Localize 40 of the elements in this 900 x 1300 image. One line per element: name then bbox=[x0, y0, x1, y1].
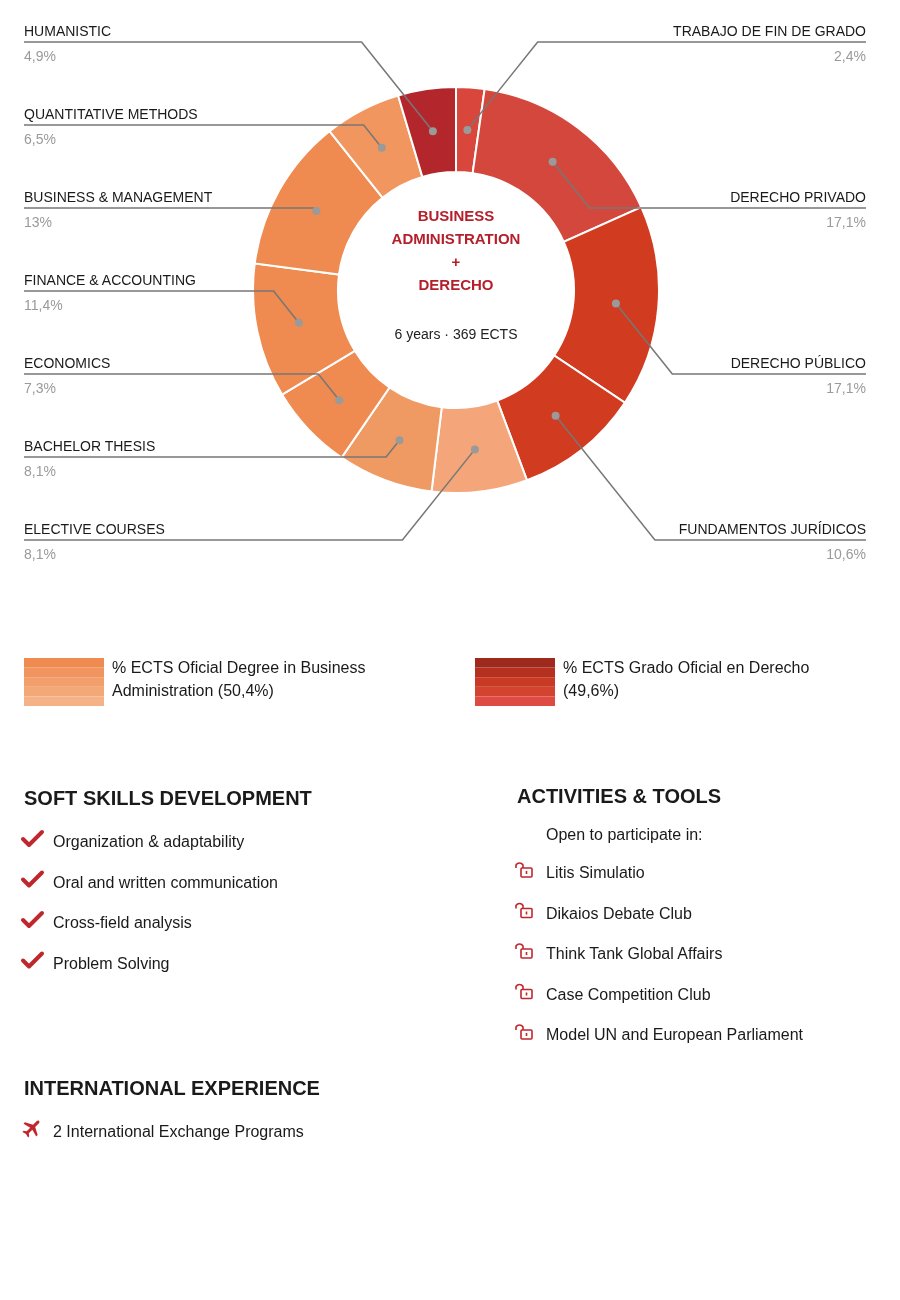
slice-label: FINANCE & ACCOUNTING bbox=[24, 272, 196, 288]
slice-label: HUMANISTIC bbox=[24, 23, 112, 39]
data-label: 17,1% bbox=[826, 214, 866, 230]
text: Model UN and European Parliament bbox=[546, 1026, 804, 1043]
slice-label: DERECHO PÚBLICO bbox=[730, 355, 867, 371]
text: Litis Simulatio bbox=[546, 864, 645, 881]
text: Problem Solving bbox=[53, 954, 170, 972]
data-label: 11,4% bbox=[24, 297, 63, 313]
slice-label: BUSINESS & MANAGEMENT bbox=[24, 189, 213, 205]
text: % ECTS Grado Oficial en Derecho (49,6%) bbox=[563, 659, 810, 699]
text: INTERNATIONAL EXPERIENCE bbox=[24, 1077, 320, 1099]
slice-label: BACHELOR THESIS bbox=[24, 438, 156, 454]
data-label: 2,4% bbox=[834, 48, 866, 64]
data-label: 6,5% bbox=[24, 131, 56, 147]
text: % ECTS Oficial Degree in Business Administration (50,4%) bbox=[112, 659, 366, 699]
data-label: 13% bbox=[24, 214, 53, 230]
slice-label: ECONOMICS bbox=[24, 355, 111, 371]
slice-label: QUANTITATIVE METHODS bbox=[24, 106, 198, 122]
text: Dikaios Debate Club bbox=[546, 904, 692, 922]
data-label: 8,1% bbox=[24, 546, 56, 562]
text: BUSINESS ADMINISTRATION + DERECHO bbox=[391, 207, 521, 293]
slice-label: DERECHO PRIVADO bbox=[730, 189, 867, 205]
text: 6 years · 369 ECTS bbox=[394, 326, 518, 342]
slice-label: TRABAJO DE FIN DE GRADO bbox=[673, 23, 867, 39]
data-label: 4,9% bbox=[24, 48, 56, 64]
text: Open to participate in: bbox=[546, 826, 703, 843]
text: ACTIVITIES & TOOLS bbox=[517, 785, 722, 807]
slice-label: ELECTIVE COURSES bbox=[24, 521, 165, 537]
data-label: 7,3% bbox=[24, 380, 56, 396]
slice-label: FUNDAMENTOS JURÍDICOS bbox=[678, 521, 866, 537]
text: Case Competition Club bbox=[546, 985, 711, 1003]
text: Organization & adaptability bbox=[53, 833, 245, 850]
data-label: 10,6% bbox=[826, 546, 866, 562]
text: SOFT SKILLS DEVELOPMENT bbox=[24, 787, 312, 809]
text: 2 International Exchange Programs bbox=[53, 1123, 304, 1140]
text: Oral and written communication bbox=[53, 873, 278, 891]
text: Cross-field analysis bbox=[53, 914, 192, 931]
data-label: 8,1% bbox=[24, 463, 56, 479]
text: Think Tank Global Affairs bbox=[546, 945, 723, 962]
data-label: 17,1% bbox=[826, 380, 866, 396]
